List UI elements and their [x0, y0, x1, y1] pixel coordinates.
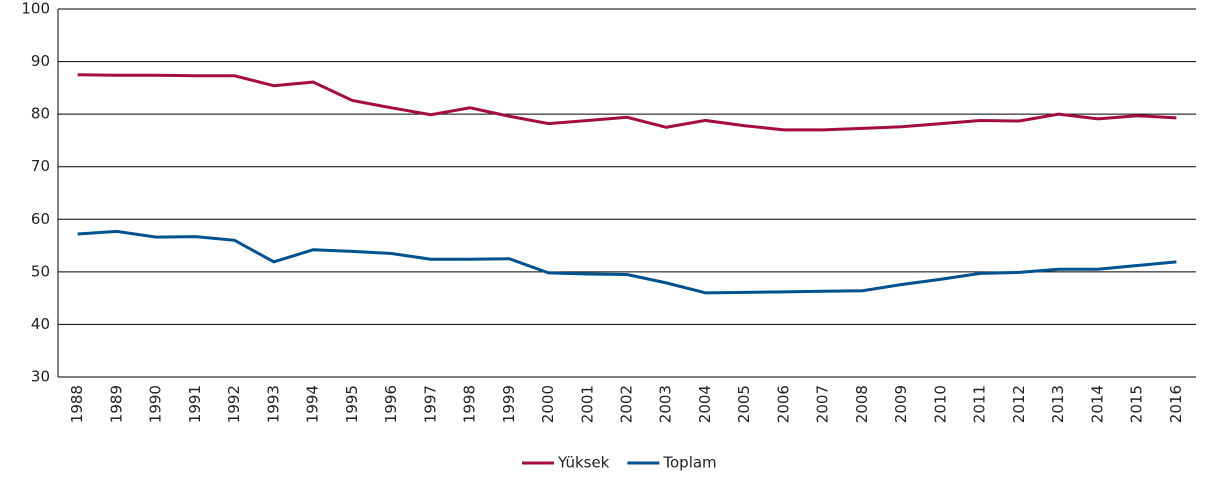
y-tick-label: 60: [31, 210, 50, 228]
y-tick-label: 30: [31, 368, 50, 386]
x-tick-label: 1997: [421, 385, 439, 423]
x-tick-label: 2002: [618, 385, 636, 423]
series-line: [77, 73, 1177, 132]
x-tick-label: 1988: [68, 385, 86, 423]
legend-label: Toplam: [662, 454, 716, 472]
x-tick-label: 2008: [853, 385, 871, 423]
legend-label: Yüksek: [557, 454, 610, 472]
x-tick-label: 1992: [225, 385, 243, 423]
x-tick-label: 1990: [147, 385, 165, 423]
y-tick-label: 40: [31, 315, 50, 333]
x-tick-label: 2010: [931, 385, 949, 423]
x-tick-label: 2001: [578, 385, 596, 423]
y-tick-label: 50: [31, 262, 50, 280]
y-tick-label: 70: [31, 157, 50, 175]
x-tick-label: 2007: [814, 385, 832, 423]
x-tick-label: 2013: [1049, 385, 1067, 423]
x-tick-label: 2006: [774, 385, 792, 423]
x-tick-label: 1995: [343, 385, 361, 423]
x-tick-label: 2014: [1088, 385, 1106, 423]
x-tick-label: 2015: [1128, 385, 1146, 423]
x-tick-label: 1996: [382, 385, 400, 423]
y-tick-label: 80: [31, 105, 50, 123]
x-tick-label: 2011: [971, 385, 989, 423]
x-tick-label: 2000: [539, 385, 557, 423]
x-tick-label: 2012: [1010, 385, 1028, 423]
x-tick-label: 2005: [735, 385, 753, 423]
x-tick-label: 2016: [1167, 385, 1185, 423]
series-line: [77, 229, 1177, 295]
x-tick-label: 1989: [107, 385, 125, 423]
y-tick-label: 90: [31, 52, 50, 70]
x-tick-label: 2004: [696, 385, 714, 423]
x-tick-label: 1991: [186, 385, 204, 423]
x-tick-label: 1993: [264, 385, 282, 423]
x-tick-label: 1998: [461, 385, 479, 423]
y-tick-label: 100: [21, 0, 50, 18]
x-tick-label: 1999: [500, 385, 518, 423]
x-tick-label: 1994: [304, 385, 322, 423]
x-tick-label: 2009: [892, 385, 910, 423]
x-tick-label: 2003: [657, 385, 675, 423]
